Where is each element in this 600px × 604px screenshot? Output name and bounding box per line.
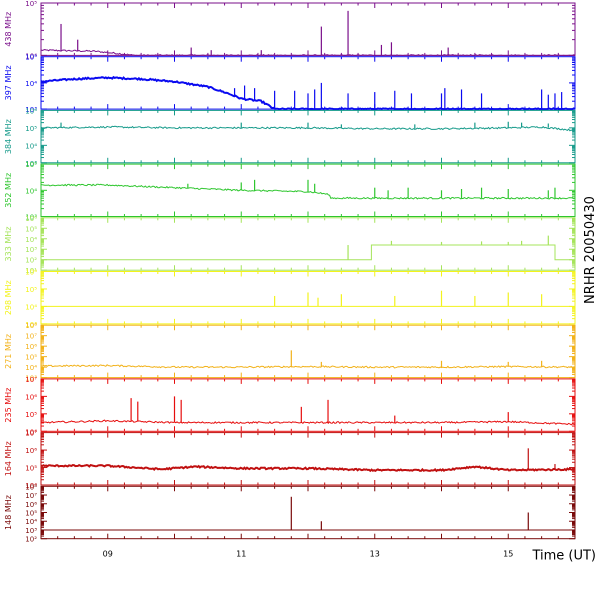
panel-frame-235-mhz <box>40 378 576 432</box>
y-tick-label-164-mhz-6: 10⁶ <box>25 447 37 455</box>
panel-frame-271-mhz <box>40 324 576 379</box>
y-tick-label-333-mhz-1: 10¹ <box>25 267 37 275</box>
series-line-384-mhz <box>40 125 576 132</box>
y-tick-label-333-mhz-4: 10⁴ <box>25 236 37 244</box>
y-tick-label-271-mhz-8: 10⁸ <box>25 322 37 330</box>
y-tick-label-298-mhz-4: 10⁴ <box>25 303 37 311</box>
y-tick-label-397-mhz-4: 10⁴ <box>25 80 37 88</box>
y-tick-label-397-mhz-5: 10⁵ <box>25 54 37 62</box>
y-tick-label-148-mhz-5: 10⁵ <box>25 510 37 518</box>
panel-frame-164-mhz <box>40 432 576 486</box>
y-tick-label-148-mhz-8: 10⁸ <box>25 483 37 491</box>
panel-label-384-mhz: 384 MHz <box>4 119 13 154</box>
panel-164-mhz: 10⁴ 10⁵ 10⁶ 10⁷ 164 MHz <box>4 430 576 490</box>
y-tick-label-164-mhz-5: 10⁵ <box>25 465 37 473</box>
y-tick-label-271-mhz-3: 10³ <box>25 375 37 383</box>
y-tick-label-438-mhz-5: 10⁵ <box>25 0 37 8</box>
series-line-235-mhz <box>40 419 576 426</box>
panel-384-mhz: 10³ 10⁴ 10⁵ 10⁶ 384 MHz <box>4 107 576 168</box>
x-tick-label-09: 09 <box>103 550 113 559</box>
panel-frame-384-mhz <box>40 109 576 164</box>
y-tick-label-384-mhz-3: 10³ <box>25 160 37 168</box>
series-line-271-mhz <box>40 364 576 369</box>
panel-333-mhz: 10¹ 10² 10³ 10⁴ 10⁵ 10⁶ 333 MHz <box>4 215 576 275</box>
panel-label-164-mhz: 164 MHz <box>4 441 13 476</box>
y-tick-label-298-mhz-6: 10⁶ <box>25 269 37 277</box>
y-tick-label-333-mhz-5: 10⁵ <box>25 225 37 233</box>
panel-label-352-mhz: 352 MHz <box>4 173 13 208</box>
y-tick-label-384-mhz-6: 10⁶ <box>25 107 37 115</box>
y-tick-label-235-mhz-7: 10⁷ <box>25 376 37 384</box>
series-line-438-mhz <box>40 48 576 56</box>
y-tick-label-333-mhz-6: 10⁶ <box>25 215 37 223</box>
y-tick-label-235-mhz-4: 10⁴ <box>25 428 37 436</box>
panel-label-438-mhz: 438 MHz <box>4 12 13 47</box>
panel-label-271-mhz: 271 MHz <box>4 334 13 369</box>
y-tick-label-235-mhz-5: 10⁵ <box>25 411 37 419</box>
series-line-352-mhz <box>40 183 576 200</box>
y-tick-label-148-mhz-4: 10⁴ <box>25 518 37 526</box>
y-tick-label-164-mhz-4: 10⁴ <box>25 482 37 490</box>
y-tick-label-148-mhz-3: 10³ <box>25 527 37 535</box>
y-tick-label-397-mhz-3: 10³ <box>25 106 37 114</box>
y-tick-label-271-mhz-4: 10⁴ <box>25 364 37 372</box>
panel-271-mhz: 10³ 10⁴ 10⁵ 10⁶ 10⁷ 10⁸ 271 MHz <box>4 322 576 383</box>
x-tick-label-11: 11 <box>236 550 246 559</box>
x-axis-label: Time (UT) <box>531 549 596 564</box>
y-tick-label-148-mhz-6: 10⁶ <box>25 501 37 509</box>
panel-frame-148-mhz <box>40 485 576 540</box>
panel-label-397-mhz: 397 MHz <box>4 65 13 100</box>
panel-352-mhz: 10³ 10⁴ 10⁵ 352 MHz <box>4 161 576 222</box>
panel-frame-333-mhz <box>40 217 576 271</box>
y-tick-label-384-mhz-5: 10⁵ <box>25 125 37 133</box>
y-tick-label-298-mhz-3: 10³ <box>25 321 37 329</box>
y-tick-label-438-mhz-4: 10⁴ <box>25 52 37 60</box>
y-tick-label-271-mhz-6: 10⁶ <box>25 343 37 351</box>
panel-label-235-mhz: 235 MHz <box>4 388 13 423</box>
y-tick-label-271-mhz-5: 10⁵ <box>25 354 37 362</box>
x-tick-label-15: 15 <box>503 550 513 559</box>
panel-235-mhz: 10⁴ 10⁵ 10⁶ 10⁷ 235 MHz <box>4 376 576 436</box>
y-tick-label-235-mhz-6: 10⁶ <box>25 393 37 401</box>
y-tick-label-298-mhz-5: 10⁵ <box>25 286 37 294</box>
y-tick-label-352-mhz-5: 10⁵ <box>25 161 37 169</box>
panel-label-148-mhz: 148 MHz <box>4 495 13 530</box>
y-tick-label-148-mhz-7: 10⁷ <box>25 492 37 500</box>
panel-frame-438-mhz <box>40 2 576 56</box>
panel-label-298-mhz: 298 MHz <box>4 280 13 315</box>
series-line-333-mhz <box>41 244 575 261</box>
y-tick-label-333-mhz-2: 10² <box>25 257 37 265</box>
y-tick-label-352-mhz-3: 10³ <box>25 214 37 222</box>
x-tick-label-13: 13 <box>370 550 380 559</box>
y-tick-label-271-mhz-7: 10⁷ <box>25 333 37 341</box>
y-tick-label-148-mhz-2: 10² <box>25 536 37 544</box>
y-tick-label-164-mhz-7: 10⁷ <box>25 430 37 438</box>
panel-298-mhz: 10³ 10⁴ 10⁵ 10⁶ 298 MHz <box>4 269 576 329</box>
y-tick-label-333-mhz-3: 10³ <box>25 246 37 254</box>
observation-label: NRHR 20050430 <box>583 196 598 304</box>
y-tick-label-384-mhz-4: 10⁴ <box>25 142 37 150</box>
y-tick-label-352-mhz-4: 10⁴ <box>25 187 37 195</box>
panel-label-333-mhz: 333 MHz <box>4 227 13 262</box>
series-line-164-mhz <box>40 463 576 473</box>
